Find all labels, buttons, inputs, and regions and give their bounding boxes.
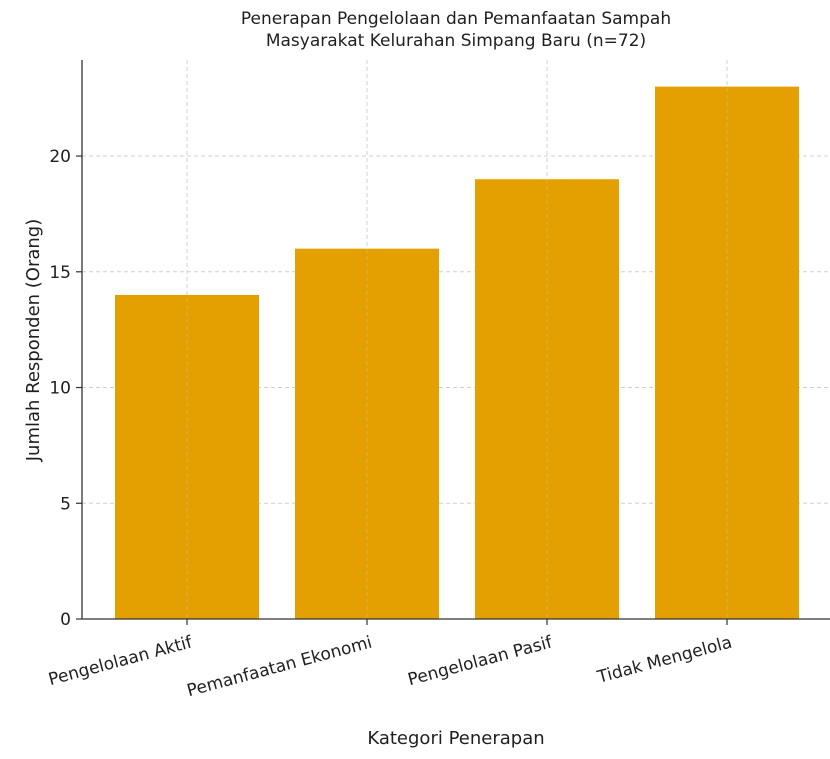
bars bbox=[115, 60, 799, 620]
y-tick-label: 20 bbox=[49, 147, 71, 167]
y-axis-label: Jumlah Responden (Orang) bbox=[23, 219, 44, 463]
bar bbox=[115, 294, 259, 619]
y-ticks: 0 5 10 15 20 bbox=[49, 147, 82, 630]
y-tick-label: 15 bbox=[49, 263, 71, 283]
bar bbox=[295, 248, 439, 620]
y-tick-label: 10 bbox=[49, 379, 71, 399]
chart-title-line-1: Penerapan Pengelolaan dan Pemanfaatan Sa… bbox=[241, 9, 671, 29]
bar bbox=[655, 86, 799, 620]
x-tick-label: Pemanfaatan Ekonomi bbox=[185, 633, 374, 702]
x-axis-label: Kategori Penerapan bbox=[367, 728, 544, 749]
axes bbox=[81, 60, 830, 620]
x-tick-label: Pengelolaan Aktif bbox=[46, 632, 195, 690]
chart-title-line-2: Masyarakat Kelurahan Simpang Baru (n=72) bbox=[266, 31, 646, 51]
y-tick-label: 0 bbox=[60, 610, 71, 630]
y-tick-label: 5 bbox=[60, 494, 71, 514]
x-tick-label: Pengelolaan Pasif bbox=[406, 632, 556, 690]
x-tick-label: Tidak Mengelola bbox=[594, 633, 734, 688]
bar bbox=[475, 179, 619, 620]
